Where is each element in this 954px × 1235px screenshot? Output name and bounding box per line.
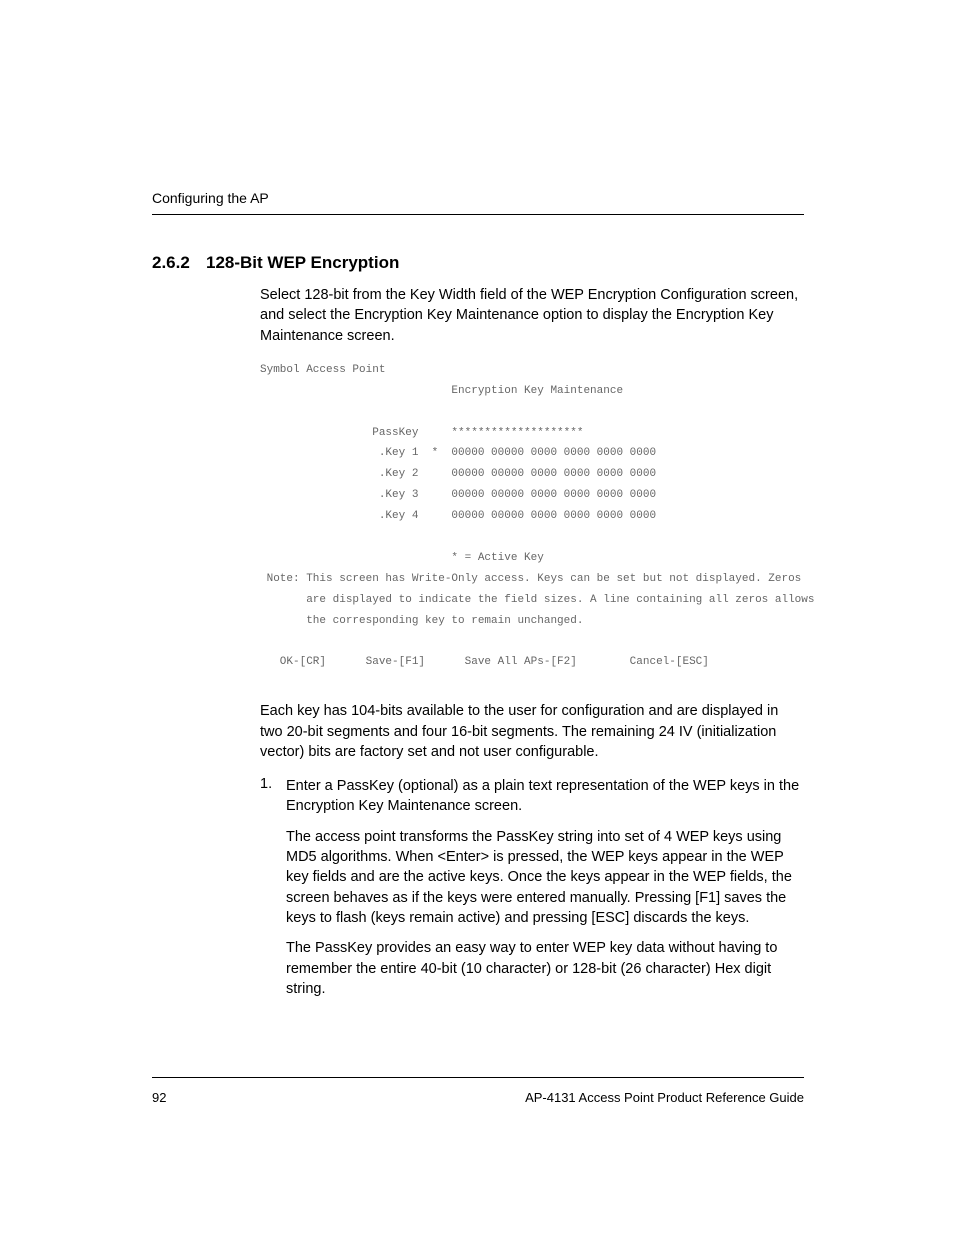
terminal-passkey: PassKey ******************** <box>260 427 583 439</box>
body-content: Select 128-bit from the Key Width field … <box>260 285 804 999</box>
terminal-subtitle: Encryption Key Maintenance <box>260 385 623 397</box>
terminal-screen: Symbol Access Point Encryption Key Maint… <box>260 360 804 673</box>
page-number: 92 <box>152 1090 166 1105</box>
list-item-1-sub-1: The access point transforms the PassKey … <box>286 827 804 928</box>
document-title: AP-4131 Access Point Product Reference G… <box>525 1090 804 1105</box>
terminal-note-3: the corresponding key to remain unchange… <box>260 615 583 627</box>
section-number: 2.6.2 <box>152 253 206 273</box>
chapter-header: Configuring the AP <box>152 190 804 206</box>
section-title: 128-Bit WEP Encryption <box>206 253 399 272</box>
terminal-note-2: are displayed to indicate the field size… <box>260 594 815 606</box>
terminal-key2: .Key 2 00000 00000 0000 0000 0000 0000 <box>260 468 656 480</box>
terminal-key1: .Key 1 * 00000 00000 0000 0000 0000 0000 <box>260 447 656 459</box>
footer-row: 92 AP-4131 Access Point Product Referenc… <box>152 1090 804 1105</box>
header-divider <box>152 214 804 215</box>
list-item-1: 1. Enter a PassKey (optional) as a plain… <box>260 776 804 817</box>
paragraph-2: Each key has 104-bits available to the u… <box>260 701 804 762</box>
page-footer: 92 AP-4131 Access Point Product Referenc… <box>152 1077 804 1105</box>
footer-divider <box>152 1077 804 1078</box>
section-heading: 2.6.2128-Bit WEP Encryption <box>152 253 804 273</box>
list-number: 1. <box>260 776 286 817</box>
terminal-key3: .Key 3 00000 00000 0000 0000 0000 0000 <box>260 489 656 501</box>
terminal-buttons: OK-[CR] Save-[F1] Save All APs-[F2] Canc… <box>260 656 709 668</box>
terminal-key4: .Key 4 00000 00000 0000 0000 0000 0000 <box>260 510 656 522</box>
document-page: Configuring the AP 2.6.2128-Bit WEP Encr… <box>0 0 954 1235</box>
terminal-active-note: * = Active Key <box>260 552 544 564</box>
terminal-title: Symbol Access Point <box>260 364 385 376</box>
list-item-1-sub-2: The PassKey provides an easy way to ente… <box>286 938 804 999</box>
intro-paragraph: Select 128-bit from the Key Width field … <box>260 285 804 346</box>
terminal-note-1: Note: This screen has Write-Only access.… <box>260 573 801 585</box>
list-item-1-text: Enter a PassKey (optional) as a plain te… <box>286 776 804 817</box>
